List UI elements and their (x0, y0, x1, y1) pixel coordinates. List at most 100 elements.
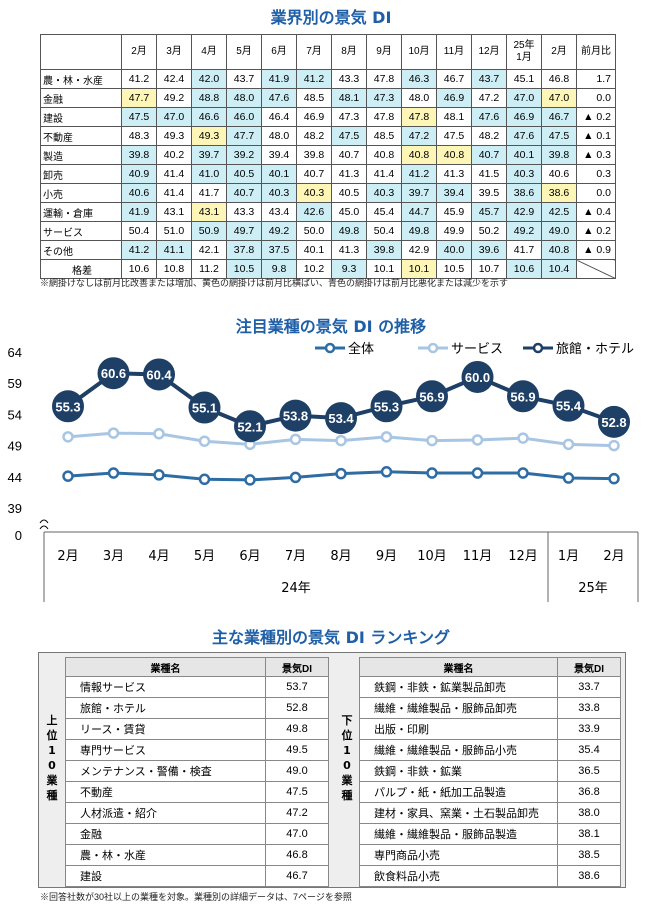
di-value-cell: 40.1 (296, 240, 332, 260)
di-value-cell: 48.8 (191, 88, 227, 108)
data-point (471, 434, 484, 446)
ranking-row: 鉄鋼・非鉄・鉱業製品卸売 33.7 (359, 676, 621, 698)
di-value-cell: 41.7 (191, 183, 227, 203)
di-value-cell: 40.3 (366, 183, 402, 203)
top10-side-label: 上位10業種 (46, 714, 58, 802)
ranking-row: 不動産 47.5 (65, 781, 329, 803)
di-value-cell: 42.9 (401, 240, 437, 260)
di-value-cell: 39.2 (226, 145, 262, 165)
spread-value-cell: 11.2 (191, 259, 227, 279)
year-label: 25年 (578, 581, 608, 596)
di-value-cell: 40.8 (366, 145, 402, 165)
legend-marker (324, 342, 336, 354)
di-value-cell: 47.0 (541, 88, 577, 108)
spread-label: 格差 (40, 259, 122, 279)
di-value-cell: 48.2 (471, 126, 507, 146)
x-tick-label: 4月 (148, 549, 169, 564)
di-value-cell: 40.5 (226, 164, 262, 184)
di-value-cell: 39.4 (436, 183, 472, 203)
data-point (416, 380, 448, 413)
data-point (471, 467, 484, 479)
spread-value-cell: 10.6 (121, 259, 157, 279)
ranking-di-value: 38.5 (557, 844, 621, 866)
x-tick-label: 1月 (558, 549, 579, 564)
y-tick-label: 64 (8, 345, 22, 360)
ranking-di-value: 47.0 (265, 823, 329, 845)
data-point (380, 431, 393, 443)
data-point (62, 470, 74, 482)
x-tick-label: 3月 (103, 549, 124, 564)
di-value-cell: 39.6 (471, 240, 507, 260)
di-value-cell: 47.5 (121, 107, 157, 127)
industry-label: 運輸・倉庫 (40, 202, 122, 222)
data-label: 60.4 (146, 367, 172, 382)
di-value-cell: 41.3 (436, 164, 472, 184)
data-point (107, 467, 120, 479)
di-value-cell: 43.4 (261, 202, 297, 222)
change-cell: ▲ 0.3 (576, 145, 616, 165)
table-row: 卸売 40.9 41.4 41.0 40.5 40.1 40.7 41.3 41.4 41.2 41… (40, 164, 616, 184)
x-tick-label: 11月 (463, 549, 493, 564)
di-value-cell: 45.4 (366, 202, 402, 222)
ranking-di-value: 49.0 (265, 760, 329, 782)
di-value-cell: 46.6 (191, 107, 227, 127)
ranking-row: 繊維・繊維製品・服飾品卸売 33.8 (359, 697, 621, 719)
month-header: 2月 (541, 34, 577, 70)
change-cell: ▲ 0.1 (576, 126, 616, 146)
table-header-row: 2月 3月 4月 5月 6月 7月 8月 9月 10月 11月 12月 25年 1月 2月 前月比 (40, 34, 616, 70)
x-tick-label: 9月 (376, 549, 397, 564)
ranking-industry-name: 金融 (65, 823, 266, 845)
di-value-cell: 40.7 (226, 183, 262, 203)
table-row: 金融 47.7 49.2 48.8 48.0 47.6 48.5 48.1 47.3 48.0 46… (40, 88, 616, 108)
di-value-cell: 41.2 (121, 69, 157, 89)
table-row: 農・林・水産 41.2 42.4 42.0 43.7 41.9 41.2 43.3 47.8 46… (40, 69, 616, 89)
industry-di-title: 業界別の景気 DI (270, 8, 392, 27)
y-tick-label: 44 (8, 470, 22, 485)
di-value-cell: 39.7 (191, 145, 227, 165)
ranking-di-value: 33.7 (557, 676, 621, 698)
di-value-cell: 50.2 (471, 221, 507, 241)
ranking-di-value: 36.8 (557, 781, 621, 803)
top10-table: 業種名 景気DI 情報サービス 53.7 旅館・ホテル 52.8 リース・賃貸 49.8 専… (65, 657, 329, 887)
di-value-cell: 42.4 (156, 69, 192, 89)
ranking-di-value: 52.8 (265, 697, 329, 719)
ranking-industry-name: 鉄鋼・非鉄・鉱業 (359, 760, 558, 782)
data-point (461, 360, 494, 393)
year-label: 24年 (281, 581, 311, 596)
bottom10-side-label: 下位10業種 (341, 714, 353, 802)
di-value-cell: 50.4 (366, 221, 402, 241)
di-value-cell: 45.1 (506, 69, 542, 89)
data-point (552, 389, 585, 422)
change-cell: ▲ 0.2 (576, 221, 616, 241)
ranking-di-value: 33.9 (557, 718, 621, 740)
ranking-row: 鉄鋼・非鉄・鉱業 36.5 (359, 760, 621, 782)
corner-cell (40, 34, 122, 70)
di-value-cell: 48.3 (121, 126, 157, 146)
di-value-cell: 40.3 (261, 183, 297, 203)
ranking-di-value: 38.1 (557, 823, 621, 845)
di-value-cell: 40.8 (541, 240, 577, 260)
month-header: 6月 (261, 34, 297, 70)
ranking-row: 繊維・繊維製品・服飾品小売 35.4 (359, 739, 621, 761)
di-value-cell: 40.3 (506, 164, 542, 184)
table-legend-note: ※網掛けなしは前月比改善または増加、黄色の網掛けは前月比横ばい、青色の網掛けは前… (40, 278, 509, 288)
di-value-cell: 50.0 (296, 221, 332, 241)
di-value-cell: 49.2 (261, 221, 297, 241)
di-value-cell: 48.0 (226, 88, 262, 108)
data-point (289, 433, 302, 446)
data-point (188, 391, 221, 424)
di-value-cell: 40.7 (471, 145, 507, 165)
ranking-note: ※回答社数が30社以上の業種を対象。業種別の詳細データは、7ページを参照 (40, 892, 352, 902)
di-value-cell: 49.3 (156, 126, 192, 146)
spread-value-cell: 9.3 (331, 259, 367, 279)
industry-label: 小売 (40, 183, 122, 203)
industry-label: サービス (40, 221, 122, 241)
di-value-cell: 41.9 (121, 202, 157, 222)
di-value-cell: 41.5 (471, 164, 507, 184)
table-row: サービス 50.4 51.0 50.9 49.7 49.2 50.0 49.8 50.4 49.8… (40, 221, 616, 241)
di-value-cell: 41.1 (156, 240, 192, 260)
y-tick-label: 54 (8, 407, 22, 422)
di-value-cell: 38.6 (541, 183, 577, 203)
di-value-cell: 37.8 (226, 240, 262, 260)
data-point (335, 434, 347, 447)
